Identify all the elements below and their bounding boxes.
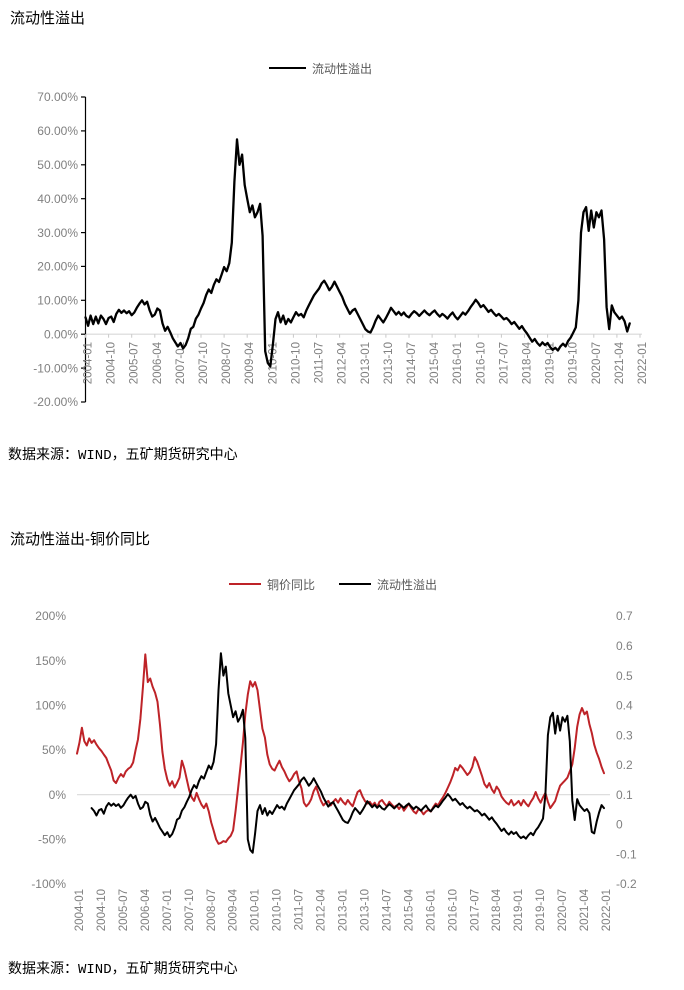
x-axis-tick-label: 2008-07 — [221, 342, 233, 384]
series-liquidity-line — [90, 652, 605, 854]
y-axis-tick-label: -50% — [38, 833, 66, 847]
right-axis-tick-label: 0 — [616, 818, 623, 832]
chart1-legend: 流动性溢出 — [269, 60, 372, 76]
x-axis-tick-label: 2012-04 — [337, 341, 349, 384]
x-axis-tick-label: 2016-01 — [452, 342, 464, 384]
y-axis-tick-label: 70.00% — [37, 90, 78, 104]
x-axis-tick-label: 2017-07 — [498, 342, 510, 384]
x-axis-tick-label: 2004-10 — [106, 342, 118, 384]
x-axis-tick-label: 2013-01 — [360, 342, 372, 384]
x-axis-tick-label: 2020-07 — [557, 889, 569, 931]
x-axis-tick-label: 2015-04 — [403, 888, 415, 931]
x-axis-tick-label: 2021-04 — [579, 888, 591, 931]
right-axis-tick-label: 0.4 — [616, 699, 633, 713]
y-axis-tick-label: 10.00% — [37, 294, 78, 308]
legend-line-swatch — [339, 582, 372, 586]
legend-label: 铜价同比 — [267, 577, 316, 592]
x-axis-tick-label: 2009-04 — [244, 341, 256, 384]
x-axis-tick-label: 2004-10 — [96, 889, 108, 931]
x-axis-tick-label: 2014-07 — [381, 889, 393, 931]
x-axis-tick-label: 2004-01 — [74, 889, 86, 931]
x-axis-tick-label: 2019-01 — [513, 889, 525, 931]
y-axis-tick-label: 0.00% — [44, 327, 78, 341]
x-axis-tick-label: 2007-01 — [162, 889, 174, 931]
right-axis-tick-label: 0.3 — [616, 728, 633, 742]
x-axis-tick-label: 2014-07 — [406, 342, 418, 384]
series-liquidity-line — [84, 138, 631, 368]
x-axis-tick-label: 2007-10 — [184, 889, 196, 931]
x-axis-tick-label: 2013-10 — [360, 889, 372, 931]
y-axis-tick-label: -100% — [31, 877, 66, 891]
x-axis-tick-label: 2016-01 — [425, 889, 437, 931]
right-axis-tick-label: 0.6 — [616, 639, 633, 653]
right-axis-tick-label: 0.5 — [616, 669, 633, 683]
chart1-source: 数据来源：WIND，五矿期货研究中心 — [8, 448, 238, 464]
legend-label: 流动性溢出 — [312, 61, 373, 76]
x-axis-tick-label: 2022-01 — [637, 342, 649, 384]
x-axis-tick-label: 2010-10 — [290, 342, 302, 384]
x-axis-tick-label: 2005-07 — [118, 889, 130, 931]
x-axis-tick-label: 2006-04 — [140, 888, 152, 931]
right-axis-tick-label: 0.1 — [616, 788, 633, 802]
x-axis-tick-label: 2018-04 — [522, 341, 534, 384]
y-axis-tick-label: -20.00% — [33, 395, 78, 409]
right-axis-tick-label: 0.2 — [616, 758, 633, 772]
x-axis-tick-label: 2022-01 — [601, 889, 613, 931]
x-axis-tick-label: 2010-01 — [250, 889, 262, 931]
x-axis-tick-label: 2007-01 — [175, 342, 187, 384]
y-axis-tick-label: 30.00% — [37, 226, 78, 240]
y-axis-tick-label: 40.00% — [37, 192, 78, 206]
x-axis-tick-label: 2015-04 — [429, 341, 441, 384]
x-axis-tick-label: 2007-10 — [198, 342, 210, 384]
x-axis-tick-label: 2017-07 — [469, 889, 481, 931]
x-axis-tick-label: 2009-04 — [228, 888, 240, 931]
x-axis-tick-label: 2006-04 — [152, 341, 164, 384]
right-axis-tick-label: -0.1 — [616, 847, 637, 861]
x-axis-tick-label: 2013-01 — [338, 889, 350, 931]
x-axis-tick-label: 2013-10 — [383, 342, 395, 384]
y-axis-tick-label: 50% — [42, 743, 66, 757]
y-axis-tick-label: 0% — [49, 788, 67, 802]
y-axis-tick-label: -10.00% — [33, 361, 78, 375]
y-axis-tick-label: 20.00% — [37, 260, 78, 274]
y-axis-tick-label: 60.00% — [37, 124, 78, 138]
x-axis-tick-label: 2019-01 — [545, 342, 557, 384]
y-axis-tick-label: 100% — [35, 699, 66, 713]
y-axis-tick-label: 200% — [35, 609, 66, 623]
x-axis-tick-label: 2008-07 — [206, 889, 218, 931]
x-axis-tick-label: 2004-01 — [83, 342, 95, 384]
x-axis-tick-label: 2016-10 — [447, 889, 459, 931]
chart2-legend: 铜价同比 流动性溢出 — [229, 576, 437, 592]
y-axis-tick-label: 50.00% — [37, 158, 78, 172]
y-axis-tick-label: 150% — [35, 654, 66, 668]
x-axis-tick-label: 2018-04 — [491, 888, 503, 931]
x-axis-tick-label: 2019-10 — [568, 342, 580, 384]
x-axis-tick-label: 2010-01 — [267, 342, 279, 384]
legend-label: 流动性溢出 — [377, 577, 438, 592]
x-axis-tick-label: 2019-10 — [535, 889, 547, 931]
series-copper-yoy-line — [76, 653, 605, 845]
right-axis-tick-label: -0.2 — [616, 877, 637, 891]
right-axis-tick-label: 0.7 — [616, 609, 633, 623]
x-axis-tick-label: 2020-07 — [591, 342, 603, 384]
x-axis-tick-label: 2005-07 — [129, 342, 141, 384]
x-axis-tick-label: 2012-04 — [316, 888, 328, 931]
legend-item: 铜价同比 — [229, 576, 315, 593]
x-axis-tick-label: 2011-07 — [294, 889, 306, 930]
legend-item: 流动性溢出 — [269, 60, 372, 77]
x-axis-tick-label: 2010-10 — [272, 889, 284, 931]
legend-line-swatch — [229, 582, 261, 586]
chart2-title: 流动性溢出-铜价同比 — [10, 531, 150, 548]
chart2-source: 数据来源：WIND，五矿期货研究中心 — [8, 962, 238, 978]
legend-item: 流动性溢出 — [339, 576, 437, 593]
x-axis-tick-label: 2021-04 — [614, 341, 626, 384]
chart1-title: 流动性溢出 — [10, 10, 86, 27]
x-axis-tick-label: 2011-07 — [314, 342, 326, 383]
legend-line-swatch — [269, 66, 306, 70]
x-axis-tick-label: 2016-10 — [475, 342, 487, 384]
